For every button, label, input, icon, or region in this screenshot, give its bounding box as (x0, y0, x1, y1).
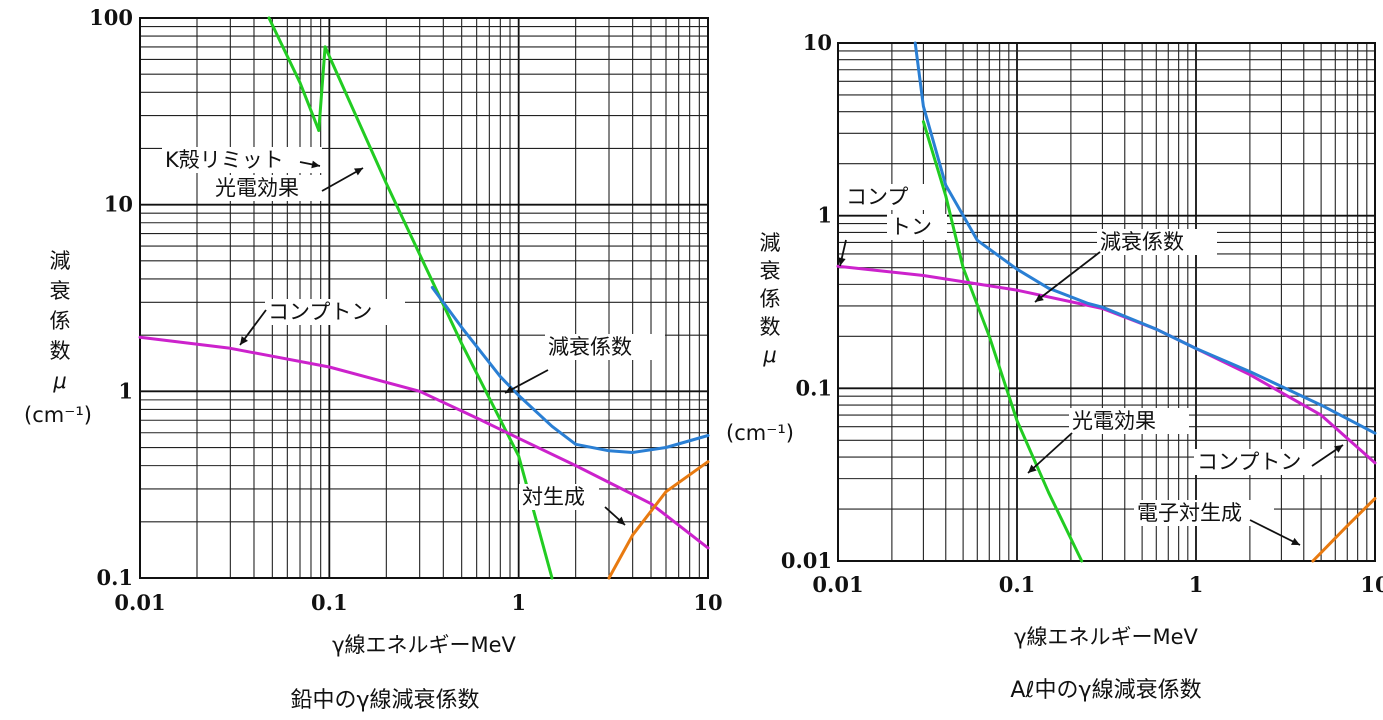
aluminum-label-bg-compton (1194, 449, 1334, 475)
aluminum-y-axis-title-part: μ (762, 343, 776, 367)
aluminum-arrowhead-compton (1334, 445, 1343, 453)
aluminum-arrowhead-pair (1291, 537, 1300, 545)
lead-plot-frame (139, 17, 709, 579)
aluminum-y-axis-title-part: 衰 (760, 259, 781, 283)
aluminum-arrowhead-compton-top1 (838, 257, 846, 266)
lead-label-total: 減衰係数 (548, 335, 632, 359)
aluminum-y-tick-label: 10 (803, 30, 832, 55)
lead-arrowhead-compton (240, 336, 248, 345)
lead-y-tick-label: 0.1 (96, 565, 133, 590)
aluminum-label-bg-total (1097, 229, 1217, 255)
aluminum-series-photo-line (921, 120, 1084, 563)
aluminum-label-bg-pair (1134, 500, 1274, 526)
lead-y-tick-label: 1 (118, 378, 133, 403)
aluminum-arrowhead-photo (1028, 464, 1037, 473)
aluminum-arrow-photo (1027, 432, 1073, 474)
lead-grid (140, 18, 708, 578)
aluminum-y-tick-label: 0.01 (781, 548, 832, 573)
aluminum-x-tick-label: 1 (1189, 572, 1204, 597)
aluminum-arrow-pair (1249, 519, 1301, 546)
lead-y-axis-title-part: μ (52, 369, 66, 393)
aluminum-label-compton-top1: コンプ (846, 185, 908, 209)
aluminum-x-axis-title: γ線エネルギーMeV (1014, 625, 1198, 649)
lead-label-bg-total (545, 334, 665, 360)
aluminum-x-tick-label: 0.01 (812, 572, 863, 597)
lead-series-compton-line (138, 335, 710, 550)
lead-x-tick-label: 10 (693, 590, 722, 615)
aluminum-label-bg-compton-top1 (843, 184, 933, 210)
aluminum-x-ticks: 0.01 0.1 1 10 (812, 572, 1383, 597)
aluminum-y-axis-title-part: 係 (760, 287, 781, 311)
lead-label-bg-compton (265, 299, 405, 325)
lead-arrowhead-total (505, 385, 514, 393)
lead-y-tick-label: 100 (89, 5, 133, 30)
aluminum-x-tick-label: 10 (1360, 572, 1383, 597)
aluminum-label-bg-photo (1069, 408, 1189, 434)
lead-series-pair-line (607, 460, 710, 580)
lead-y-tick-label: 10 (104, 192, 133, 217)
aluminum-x-tick-label: 0.1 (999, 572, 1036, 597)
lead-series-photo-line (317, 45, 327, 132)
aluminum-arrow-total (1034, 251, 1101, 303)
aluminum-y-axis-title-part: 減 (760, 231, 781, 255)
lead-x-tick-label: 0.1 (311, 590, 348, 615)
lead-curves (138, 16, 710, 580)
lead-y-axis-title-part: (cm⁻¹) (24, 403, 92, 427)
lead-y-axis-title-part: 減 (50, 249, 71, 273)
aluminum-label-total: 減衰係数 (1100, 230, 1184, 254)
aluminum-label-compton-top2: トン (890, 215, 932, 239)
lead-label-bg-klimit (162, 147, 322, 173)
lead-y-axis-title-part: 係 (50, 309, 71, 333)
aluminum-grid (838, 43, 1375, 561)
aluminum-plot-frame (837, 42, 1376, 562)
aluminum-y-axis-title-part: (cm⁻¹) (726, 421, 794, 445)
lead-arrowhead-klimit (311, 160, 320, 169)
aluminum-series-total-line (913, 41, 1377, 435)
aluminum-label-pair: 電子対生成 (1137, 501, 1242, 525)
lead-x-ticks: 0.01 0.1 1 10 (114, 590, 722, 615)
lead-series-photo-line (267, 16, 321, 132)
aluminum-y-tick-label: 0.1 (795, 375, 832, 400)
lead-y-axis-title-part: 衰 (50, 279, 71, 303)
aluminum-label-bg-compton-top2 (887, 214, 947, 240)
lead-chart-title: 鉛中のγ線減衰係数 (290, 688, 479, 713)
lead-arrow-total (504, 369, 549, 394)
lead-label-klimit: K殻リミット (165, 148, 284, 172)
aluminum-y-ticks: 0.01 0.1 1 10 (781, 30, 832, 573)
lead-y-axis-title-part: 数 (50, 339, 71, 363)
aluminum-series-pair-line (1311, 497, 1377, 563)
aluminum-chart-title: Aℓ中のγ線減衰係数 (1010, 678, 1201, 703)
lead-label-bg-photo (212, 175, 322, 201)
lead-x-tick-label: 1 (511, 590, 526, 615)
lead-label-pair: 対生成 (522, 485, 585, 509)
lead-label-photo: 光電効果 (215, 176, 299, 200)
lead-series-total-line (430, 286, 710, 454)
lead-x-tick-label: 0.01 (114, 590, 165, 615)
lead-label-bg-pair (519, 484, 599, 510)
aluminum-y-axis-title-part: 数 (760, 315, 781, 339)
aluminum-curves (836, 41, 1377, 563)
aluminum-arrowhead-total (1035, 293, 1044, 302)
aluminum-label-compton: コンプトン (1197, 450, 1301, 474)
lead-x-axis-title: γ線エネルギーMeV (332, 633, 516, 657)
lead-arrowhead-pair (616, 516, 625, 525)
aluminum-label-photo: 光電効果 (1072, 409, 1156, 433)
aluminum-y-tick-label: 1 (817, 203, 832, 228)
lead-y-ticks: 0.1 1 10 100 (89, 5, 133, 590)
lead-label-compton: コンプトン (268, 300, 372, 324)
lead-arrowhead-photo (354, 168, 363, 176)
